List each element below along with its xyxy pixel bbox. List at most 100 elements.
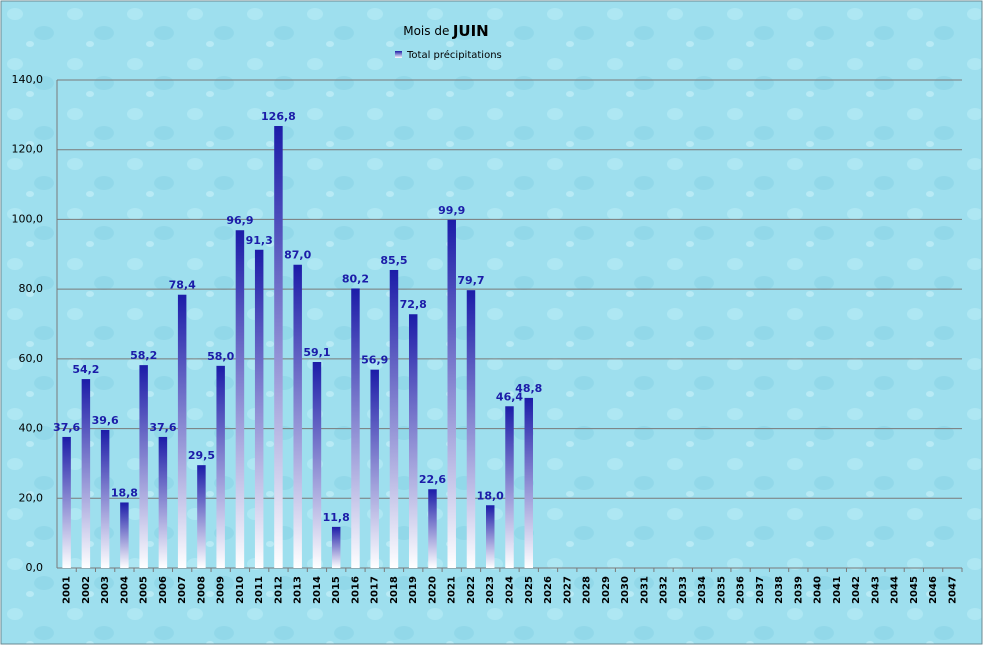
x-tick-label: 2020 xyxy=(427,576,438,604)
bar xyxy=(370,369,379,568)
x-tick-label: 2001 xyxy=(62,576,73,604)
x-tick-label: 2042 xyxy=(851,576,862,604)
bar xyxy=(216,365,225,568)
x-tick-label: 2004 xyxy=(119,576,130,604)
x-tick-label: 2032 xyxy=(659,576,670,604)
x-tick-label: 2018 xyxy=(389,576,400,604)
x-tick-label: 2028 xyxy=(582,576,593,604)
x-tick-label: 2041 xyxy=(832,576,843,604)
x-tick-label: 2040 xyxy=(813,576,824,604)
x-tick-label: 2003 xyxy=(100,576,111,604)
bar xyxy=(197,465,206,568)
y-tick-label: 120,0 xyxy=(12,143,44,156)
value-label: 58,2 xyxy=(130,349,157,362)
value-label: 37,6 xyxy=(149,421,176,434)
y-tick-label: 80,0 xyxy=(19,282,44,295)
x-tick-label: 2027 xyxy=(562,576,573,604)
x-tick-label: 2006 xyxy=(158,576,169,604)
value-label: 87,0 xyxy=(284,249,311,262)
bar xyxy=(81,379,91,568)
y-tick-label: 0,0 xyxy=(26,561,44,574)
x-tick-label: 2031 xyxy=(639,576,650,604)
y-tick-label: 100,0 xyxy=(12,212,44,225)
value-label: 58,0 xyxy=(207,350,234,363)
x-tick-label: 2012 xyxy=(273,576,284,604)
value-label: 72,8 xyxy=(400,298,427,311)
x-tick-label: 2007 xyxy=(177,576,188,604)
bar xyxy=(274,126,283,569)
value-label: 56,9 xyxy=(361,354,388,367)
bar xyxy=(235,230,245,568)
value-label: 126,8 xyxy=(261,110,296,123)
x-tick-label: 2026 xyxy=(543,576,554,604)
x-tick-label: 2013 xyxy=(293,576,304,604)
x-tick-label: 2023 xyxy=(485,576,496,604)
x-tick-label: 2037 xyxy=(755,576,766,604)
x-tick-label: 2046 xyxy=(928,576,939,604)
x-tick-label: 2044 xyxy=(890,576,901,604)
x-tick-label: 2019 xyxy=(408,576,419,604)
x-tick-label: 2025 xyxy=(524,576,535,604)
value-label: 11,8 xyxy=(323,511,350,524)
value-label: 46,4 xyxy=(496,390,523,403)
x-tick-label: 2036 xyxy=(736,576,747,604)
title-part: JUIN xyxy=(452,22,489,40)
x-tick-label: 2038 xyxy=(774,576,785,604)
bar xyxy=(120,502,129,568)
value-label: 54,2 xyxy=(72,363,99,376)
x-tick-label: 2035 xyxy=(716,576,727,604)
bar xyxy=(389,269,399,568)
bar xyxy=(351,288,360,568)
bar xyxy=(466,290,476,568)
value-label: 39,6 xyxy=(92,414,119,427)
y-tick-label: 60,0 xyxy=(19,352,44,365)
x-tick-label: 2022 xyxy=(466,576,477,604)
x-tick-label: 2045 xyxy=(909,576,920,604)
value-label: 22,6 xyxy=(419,473,446,486)
x-tick-label: 2017 xyxy=(370,576,381,604)
value-label: 91,3 xyxy=(246,234,273,247)
legend-label: Total précipitations xyxy=(406,49,502,61)
bar xyxy=(331,526,341,568)
value-label: 48,8 xyxy=(515,382,542,395)
value-label: 96,9 xyxy=(226,214,253,227)
y-tick-label: 40,0 xyxy=(19,422,44,435)
x-tick-label: 2034 xyxy=(697,576,708,604)
x-tick-label: 2011 xyxy=(254,576,265,604)
y-tick-label: 140,0 xyxy=(12,73,44,86)
x-tick-label: 2024 xyxy=(505,576,516,604)
value-label: 29,5 xyxy=(188,449,215,462)
x-tick-label: 2033 xyxy=(678,576,689,604)
bar xyxy=(447,219,456,568)
x-tick-label: 2043 xyxy=(870,576,881,604)
value-label: 18,8 xyxy=(111,486,138,499)
value-label: 79,7 xyxy=(457,274,484,287)
value-label: 78,4 xyxy=(169,279,196,292)
bar xyxy=(524,397,533,568)
bar xyxy=(486,505,495,568)
value-label: 18,0 xyxy=(477,489,504,502)
value-label: 85,5 xyxy=(380,254,407,267)
bar xyxy=(428,489,437,568)
value-label: 99,9 xyxy=(438,204,465,217)
y-tick-label: 20,0 xyxy=(19,491,44,504)
value-label: 80,2 xyxy=(342,272,369,285)
bar xyxy=(177,294,187,568)
x-tick-label: 2008 xyxy=(196,576,207,604)
legend-swatch xyxy=(395,51,402,58)
x-tick-label: 2010 xyxy=(235,576,246,604)
bar xyxy=(62,436,71,568)
bar xyxy=(139,365,148,568)
x-tick-label: 2030 xyxy=(620,576,631,604)
x-tick-label: 2015 xyxy=(331,576,342,604)
x-tick-label: 2002 xyxy=(81,576,92,604)
x-tick-label: 2005 xyxy=(139,576,150,604)
x-tick-label: 2039 xyxy=(793,576,804,604)
bar xyxy=(158,436,168,568)
bar xyxy=(505,406,514,568)
x-tick-label: 2047 xyxy=(947,576,958,604)
value-label: 59,1 xyxy=(303,346,330,359)
x-tick-label: 2021 xyxy=(447,576,458,604)
bar xyxy=(100,429,110,568)
